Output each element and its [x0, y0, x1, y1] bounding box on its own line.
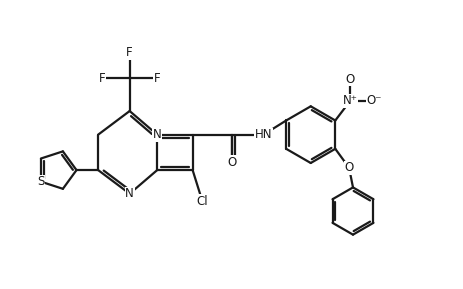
Text: O: O	[345, 73, 354, 86]
Text: Cl: Cl	[196, 195, 208, 208]
Text: N: N	[125, 187, 134, 200]
Text: N⁺: N⁺	[342, 94, 357, 107]
Text: O: O	[344, 161, 353, 174]
Text: S: S	[37, 175, 44, 188]
Text: F: F	[126, 46, 133, 59]
Text: O: O	[227, 156, 236, 169]
Text: N: N	[152, 128, 161, 141]
Text: F: F	[154, 72, 160, 85]
Text: HN: HN	[254, 128, 272, 141]
Text: F: F	[99, 72, 105, 85]
Text: O⁻: O⁻	[365, 94, 381, 107]
